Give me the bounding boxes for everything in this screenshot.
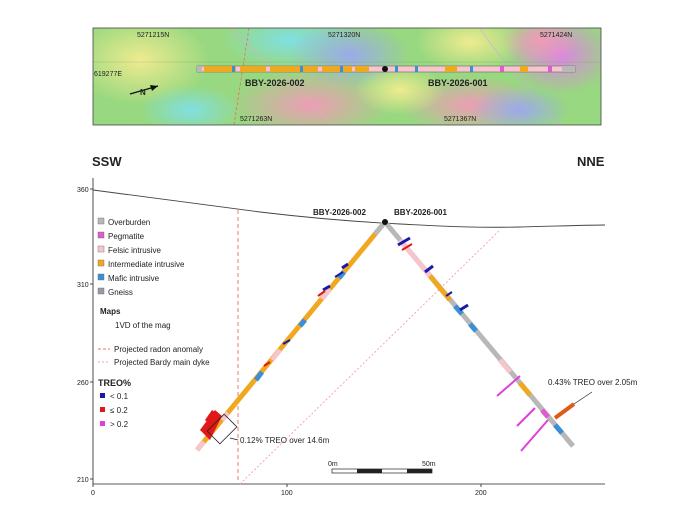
y-tick-label: 210 xyxy=(77,477,89,484)
x-tick-label: 200 xyxy=(475,490,487,497)
map-hole-label: BBY-2026-002 xyxy=(245,78,305,88)
map-hole-label: BBY-2026-001 xyxy=(428,78,488,88)
x-tick-label: 0 xyxy=(91,490,95,497)
direction-left-label: SSW xyxy=(92,154,122,169)
collar-label: BBY-2026-001 xyxy=(394,208,447,217)
legend-label: Projected Bardy main dyke xyxy=(114,358,210,367)
map-northing-label: 5271424N xyxy=(540,32,572,39)
map-northing-label: 5271367N xyxy=(444,116,476,123)
scale-bar: 0m 50m xyxy=(328,461,436,474)
scale-bar-end: 50m xyxy=(422,461,436,468)
scale-bar-start: 0m xyxy=(328,461,338,468)
treo-annotation-left: 0.12% TREO over 14.6m xyxy=(240,436,330,445)
legend-swatch-treo-mid xyxy=(100,407,105,412)
legend-swatch-pegmatite xyxy=(97,231,105,239)
legend-label: Mafic intrusive xyxy=(108,274,160,283)
collar-marker xyxy=(382,219,388,225)
direction-right-label: NNE xyxy=(577,154,605,169)
legend-label: > 0.2 xyxy=(110,420,129,429)
legend: Overburden Pegmatite Felsic intrusive In… xyxy=(97,217,210,429)
topography-line xyxy=(92,189,606,228)
legend-swatch-treo-high xyxy=(100,421,105,426)
y-tick-label: 360 xyxy=(77,187,89,194)
collar-label: BBY-2026-002 xyxy=(313,208,366,217)
map-northing-label: 5271215N xyxy=(137,32,169,39)
treo-annotation-right: 0.43% TREO over 2.05m xyxy=(548,378,638,387)
legend-label: Overburden xyxy=(108,218,150,227)
y-tick-label: 260 xyxy=(77,380,89,387)
legend-swatch-intermediate xyxy=(97,259,105,267)
legend-maps-title: Maps xyxy=(100,307,121,316)
legend-swatch-felsic xyxy=(97,245,105,253)
cross-section: SSW NNE 360 310 260 210 0 100 200 xyxy=(77,154,638,497)
legend-label: Intermediate intrusive xyxy=(108,260,185,269)
legend-label: ≤ 0.2 xyxy=(110,406,128,415)
y-tick-label: 310 xyxy=(77,282,89,289)
map-northing-label: 5271263N xyxy=(240,116,272,123)
legend-label: Felsic intrusive xyxy=(108,246,161,255)
map-easting-label: 619277E xyxy=(94,71,122,78)
legend-label: Pegmatite xyxy=(108,232,145,241)
legend-label: Gneiss xyxy=(108,288,133,297)
hole-bby-2026-002-trace xyxy=(195,220,387,452)
legend-swatch-overburden xyxy=(97,217,105,225)
mag-map-raster xyxy=(93,28,601,125)
map-northing-label: 5271320N xyxy=(328,32,360,39)
north-arrow-label: N xyxy=(140,88,146,97)
map-hole-trace xyxy=(196,65,576,73)
legend-treo-title: TREO% xyxy=(98,378,131,388)
x-tick-label: 100 xyxy=(281,490,293,497)
legend-label: Projected radon anomaly xyxy=(114,345,203,354)
map-collar-marker xyxy=(382,66,388,72)
map-inset: 5271215N 5271320N 5271424N 5271263N 5271… xyxy=(92,27,602,126)
legend-maps-item: 1VD of the mag xyxy=(115,321,171,330)
legend-swatch-treo-low xyxy=(100,393,105,398)
legend-swatch-mafic xyxy=(97,273,105,281)
legend-swatch-gneiss xyxy=(97,287,105,295)
north-arrow-icon: N xyxy=(129,85,159,97)
projected-bardy-dyke-line xyxy=(239,229,501,485)
hole-bby-2026-001-trace xyxy=(383,220,593,452)
legend-lithology: Overburden Pegmatite Felsic intrusive In… xyxy=(97,217,185,297)
legend-label: < 0.1 xyxy=(110,392,129,401)
